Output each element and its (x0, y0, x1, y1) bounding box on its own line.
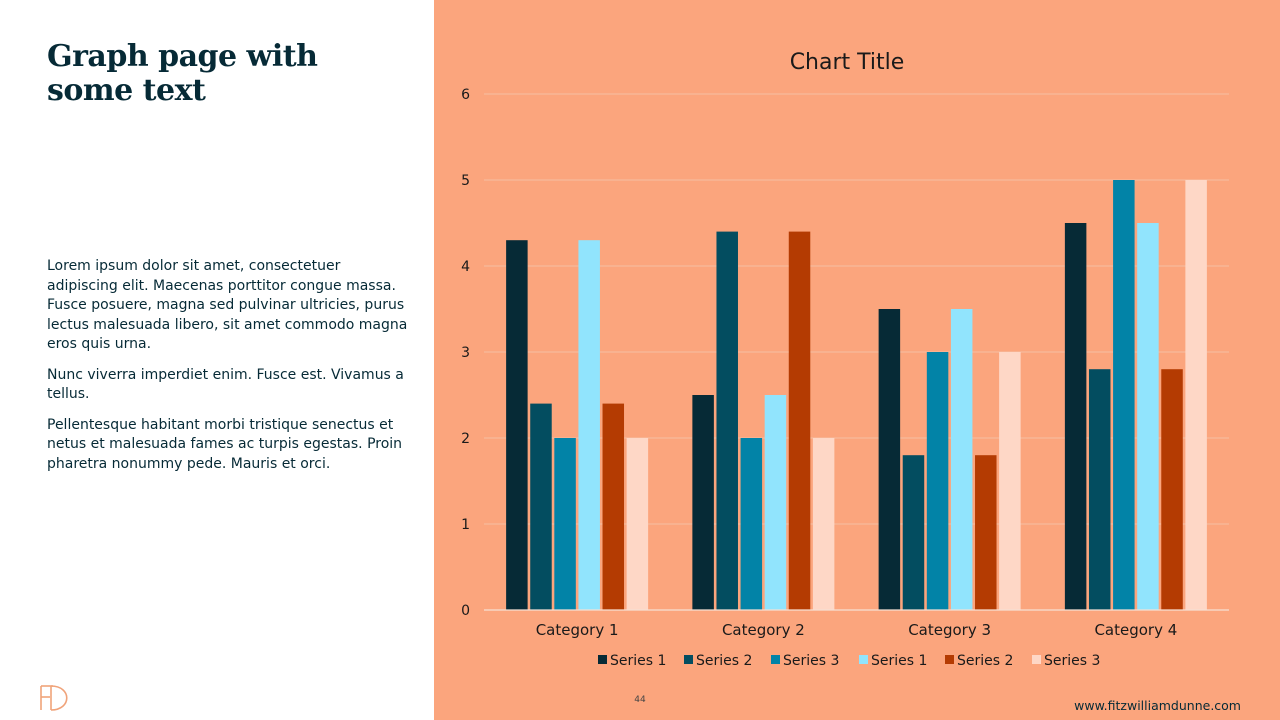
bar (788, 231, 811, 610)
bar (1185, 180, 1207, 610)
bar (1113, 180, 1135, 610)
bar (999, 352, 1021, 610)
bar (1088, 369, 1111, 610)
fd-logo (40, 685, 68, 711)
bar (626, 438, 649, 610)
bar (812, 438, 835, 610)
bar (975, 455, 997, 610)
body-paragraph-2: Nunc viverra imperdiet enim. Fusce est. … (47, 366, 404, 403)
bar (740, 438, 763, 610)
x-tick-label: Category 1 (536, 621, 619, 639)
y-tick-label: 1 (461, 517, 470, 533)
bar (530, 403, 552, 610)
body-text: Lorem ipsum dolor sit amet, consectetuer… (47, 257, 409, 485)
bar (716, 231, 738, 610)
y-tick-label: 4 (461, 259, 470, 275)
x-tick-label: Category 2 (722, 621, 805, 639)
left-text-panel: Graph page with some text Lorem ipsum do… (0, 0, 434, 720)
page-number: 44 (634, 695, 646, 705)
legend-swatch (684, 655, 693, 664)
legend-label: Series 1 (871, 653, 927, 669)
chart-title: Chart Title (790, 50, 905, 75)
y-tick-label: 2 (461, 431, 470, 447)
y-tick-label: 0 (461, 603, 470, 619)
legend-label: Series 3 (1044, 653, 1100, 669)
bar (902, 455, 925, 610)
legend-label: Series 3 (783, 653, 839, 669)
legend-swatch (598, 655, 607, 664)
bar-chart: Chart Title 0 1 2 3 4 5 6 Category 1 Category 2 C… (461, 50, 1229, 669)
bar (878, 309, 901, 610)
bar (1064, 223, 1087, 610)
slide-title: Graph page with some text (47, 39, 318, 108)
bar (1137, 223, 1159, 610)
bar (602, 403, 625, 610)
x-tick-label: Category 3 (908, 621, 991, 639)
body-paragraph-1: Lorem ipsum dolor sit amet, consectetuer… (47, 258, 408, 352)
legend-label: Series 2 (696, 653, 752, 669)
bar (578, 240, 600, 610)
bar (950, 309, 973, 610)
bar (764, 395, 787, 610)
bar (926, 352, 949, 610)
legend-label: Series 2 (957, 653, 1013, 669)
bar (506, 240, 528, 610)
y-tick-label: 3 (461, 345, 470, 361)
legend-swatch (771, 655, 780, 664)
legend-swatch (1032, 655, 1041, 664)
y-tick-label: 6 (461, 87, 470, 103)
bar (692, 395, 714, 610)
legend-swatch (859, 655, 868, 664)
website-link[interactable]: www.fitzwilliamdunne.com (1074, 698, 1241, 713)
y-tick-label: 5 (461, 173, 470, 189)
x-tick-label: Category 4 (1094, 621, 1177, 639)
legend-swatch (945, 655, 954, 664)
bar (1161, 369, 1183, 610)
legend-label: Series 1 (610, 653, 666, 669)
body-paragraph-3: Pellentesque habitant morbi tristique se… (47, 416, 403, 472)
bar (554, 438, 576, 610)
